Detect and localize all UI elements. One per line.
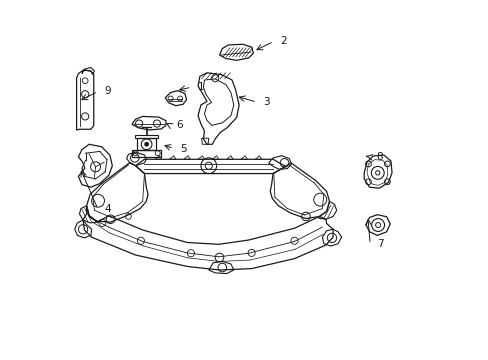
Text: 6: 6	[176, 120, 183, 130]
Text: 2: 2	[280, 36, 286, 46]
Text: 3: 3	[263, 97, 269, 107]
Text: 5: 5	[180, 144, 186, 154]
Text: 9: 9	[104, 86, 111, 96]
Circle shape	[144, 143, 148, 146]
Text: 7: 7	[376, 239, 383, 249]
Text: 8: 8	[375, 152, 382, 162]
Text: 1: 1	[198, 82, 204, 92]
Text: 4: 4	[104, 204, 111, 214]
